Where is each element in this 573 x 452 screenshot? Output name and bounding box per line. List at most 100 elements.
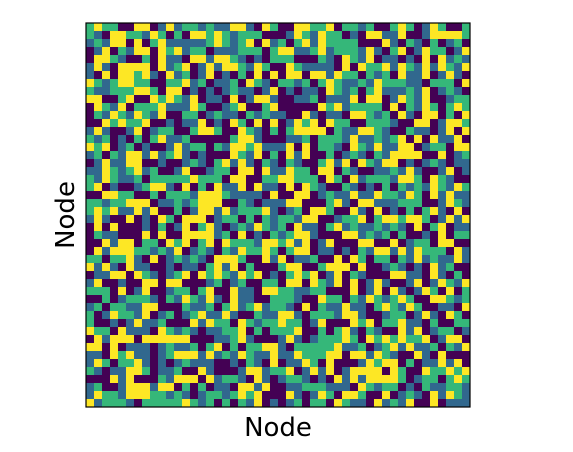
heatmap-cell-r43-c8: [150, 367, 159, 376]
heatmap-cell-r9-c34: [358, 95, 367, 104]
heatmap-cell-r37-c8: [150, 319, 159, 328]
heatmap-cell-r47-c45: [446, 399, 455, 408]
heatmap-cell-r44-c14: [198, 375, 207, 384]
heatmap-cell-r14-c0: [86, 135, 95, 144]
heatmap-cell-r34-c12: [182, 295, 191, 304]
heatmap-cell-r11-c12: [182, 111, 191, 120]
heatmap-cell-r38-c18: [230, 327, 239, 336]
heatmap-cell-r26-c46: [454, 231, 463, 240]
heatmap-cell-r25-c1: [94, 223, 103, 232]
heatmap-cell-r35-c36: [374, 303, 383, 312]
heatmap-cell-r7-c41: [414, 79, 423, 88]
heatmap-cell-r45-c45: [446, 383, 455, 392]
heatmap-cell-r30-c10: [166, 263, 175, 272]
heatmap-cell-r11-c33: [350, 111, 359, 120]
heatmap-cell-r45-c28: [310, 383, 319, 392]
heatmap-cell-r41-c47: [462, 351, 471, 360]
heatmap-cell-r44-c30: [326, 375, 335, 384]
heatmap-cell-r0-c1: [94, 23, 103, 32]
heatmap-cell-r28-c13: [190, 247, 199, 256]
heatmap-cell-r3-c46: [454, 47, 463, 56]
heatmap-cell-r32-c18: [230, 279, 239, 288]
heatmap-cell-r44-c13: [190, 375, 199, 384]
heatmap-cell-r6-c7: [142, 71, 151, 80]
heatmap-cell-r15-c26: [294, 143, 303, 152]
heatmap-cell-r37-c32: [342, 319, 351, 328]
heatmap-cell-r9-c1: [94, 95, 103, 104]
heatmap-cell-r31-c3: [110, 271, 119, 280]
heatmap-cell-r12-c36: [374, 119, 383, 128]
heatmap-cell-r3-c36: [374, 47, 383, 56]
heatmap-cell-r1-c40: [406, 31, 415, 40]
heatmap-cell-r46-c17: [222, 391, 231, 400]
heatmap-cell-r34-c8: [150, 295, 159, 304]
heatmap-cell-r3-c9: [158, 47, 167, 56]
heatmap-cell-r41-c30: [326, 351, 335, 360]
heatmap-cell-r41-c2: [102, 351, 111, 360]
heatmap-cell-r26-c21: [254, 231, 263, 240]
heatmap-cell-r23-c29: [318, 207, 327, 216]
heatmap-cell-r22-c1: [94, 199, 103, 208]
heatmap-cell-r36-c8: [150, 311, 159, 320]
heatmap-cell-r36-c7: [142, 311, 151, 320]
heatmap-cell-r23-c15: [206, 207, 215, 216]
heatmap-cell-r0-c16: [214, 23, 223, 32]
heatmap-cell-r35-c29: [318, 303, 327, 312]
heatmap-cell-r14-c31: [334, 135, 343, 144]
heatmap-cell-r1-c25: [286, 31, 295, 40]
heatmap-cell-r15-c15: [206, 143, 215, 152]
heatmap-cell-r27-c8: [150, 239, 159, 248]
heatmap-cell-r30-c1: [94, 263, 103, 272]
heatmap-cell-r31-c9: [158, 271, 167, 280]
heatmap-cell-r33-c22: [262, 287, 271, 296]
heatmap-cell-r1-c13: [190, 31, 199, 40]
heatmap-cell-r35-c47: [462, 303, 471, 312]
heatmap-cell-r44-c15: [206, 375, 215, 384]
heatmap-cell-r33-c4: [118, 287, 127, 296]
heatmap-cell-r40-c3: [110, 343, 119, 352]
heatmap-cell-r12-c42: [422, 119, 431, 128]
heatmap-cell-r4-c17: [222, 55, 231, 64]
heatmap-cell-r23-c17: [222, 207, 231, 216]
heatmap-cell-r20-c9: [158, 183, 167, 192]
heatmap-cell-r19-c18: [230, 175, 239, 184]
heatmap-cell-r16-c40: [406, 151, 415, 160]
heatmap-cell-r13-c12: [182, 127, 191, 136]
heatmap-cell-r37-c24: [278, 319, 287, 328]
heatmap-cell-r34-c28: [310, 295, 319, 304]
heatmap-cell-r0-c26: [294, 23, 303, 32]
heatmap-cell-r24-c23: [270, 215, 279, 224]
heatmap-cell-r32-c11: [174, 279, 183, 288]
heatmap-cell-r41-c39: [398, 351, 407, 360]
heatmap-cell-r21-c26: [294, 191, 303, 200]
heatmap-cell-r0-c35: [366, 23, 375, 32]
heatmap-cell-r27-c4: [118, 239, 127, 248]
heatmap-cell-r33-c25: [286, 287, 295, 296]
heatmap-cell-r30-c6: [134, 263, 143, 272]
heatmap-cell-r23-c38: [390, 207, 399, 216]
heatmap-cell-r3-c34: [358, 47, 367, 56]
heatmap-cell-r29-c14: [198, 255, 207, 264]
heatmap-cell-r14-c10: [166, 135, 175, 144]
heatmap-cell-r21-c34: [358, 191, 367, 200]
heatmap-cell-r23-c28: [310, 207, 319, 216]
heatmap-cell-r7-c25: [286, 79, 295, 88]
heatmap-cell-r33-c42: [422, 287, 431, 296]
heatmap-cell-r19-c36: [374, 175, 383, 184]
heatmap-cell-r16-c44: [438, 151, 447, 160]
heatmap-cell-r23-c18: [230, 207, 239, 216]
heatmap-cell-r31-c39: [398, 271, 407, 280]
heatmap-cell-r29-c15: [206, 255, 215, 264]
heatmap-cell-r13-c46: [454, 127, 463, 136]
heatmap-cell-r39-c0: [86, 335, 95, 344]
heatmap-cell-r21-c20: [246, 191, 255, 200]
heatmap-cell-r15-c11: [174, 143, 183, 152]
heatmap-cell-r14-c21: [254, 135, 263, 144]
heatmap-cell-r32-c45: [446, 279, 455, 288]
heatmap-cell-r16-c21: [254, 151, 263, 160]
heatmap-cell-r39-c17: [222, 335, 231, 344]
heatmap-cell-r7-c34: [358, 79, 367, 88]
heatmap-cell-r17-c24: [278, 159, 287, 168]
heatmap-cell-r8-c7: [142, 87, 151, 96]
heatmap-cell-r24-c1: [94, 215, 103, 224]
